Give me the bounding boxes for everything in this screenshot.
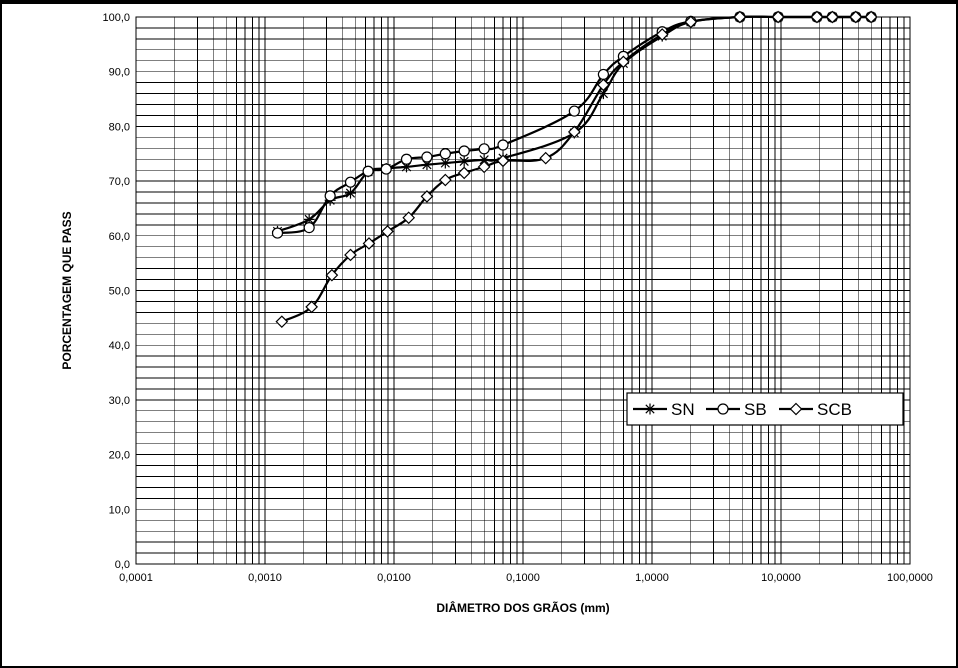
legend-box (626, 392, 904, 426)
y-tick-label: 10,0 (109, 504, 130, 516)
circle-marker (400, 153, 413, 165)
y-tick-label: 90,0 (109, 67, 130, 79)
x-tick-labels: 0,0001 0,0010 0,0100 0,1000 1,0000 10,0000 100… (119, 572, 933, 584)
y-axis-title: PORCENTAGEM QUE PASS (60, 211, 74, 369)
circle-marker (380, 163, 392, 175)
circle-marker (439, 148, 451, 160)
diamond-marker (325, 268, 339, 282)
y-tick-label: 50,0 (109, 286, 130, 298)
y-tick-label: 100,0 (102, 12, 130, 24)
circle-marker (717, 403, 729, 415)
circle-marker (271, 227, 284, 239)
y-tick-label: 80,0 (109, 121, 130, 133)
series-layer (271, 10, 878, 329)
series-line (277, 15, 872, 233)
diamond-marker (597, 78, 610, 92)
legend-label: SB (744, 400, 767, 419)
x-tick-label: 0,0001 (119, 572, 153, 584)
asterisk-marker (439, 157, 451, 169)
diamond-marker (617, 55, 630, 69)
circle-marker (344, 176, 357, 188)
y-tick-label: 30,0 (109, 395, 130, 407)
y-tick-label: 0,0 (115, 559, 130, 571)
grid (135, 16, 911, 565)
legend-item-sb: SB (706, 400, 767, 419)
series-line (277, 15, 872, 235)
legend: SN SB SCB (626, 392, 904, 426)
legend-label: SCB (817, 400, 852, 419)
circle-marker (421, 151, 433, 163)
asterisk-marker (644, 403, 656, 415)
diamond-marker (567, 125, 581, 139)
series-scb (275, 10, 878, 329)
x-tick-label: 0,0010 (248, 572, 282, 584)
y-tick-label: 40,0 (109, 340, 130, 352)
diamond-marker (655, 28, 669, 41)
diamond-marker (275, 315, 289, 329)
diamond-marker (864, 10, 878, 24)
x-tick-label: 0,1000 (506, 572, 540, 584)
circle-marker (303, 221, 315, 234)
diamond-marker (402, 211, 416, 225)
diamond-marker (496, 154, 510, 168)
x-tick-label: 100,0000 (887, 572, 933, 584)
diamond-marker (344, 248, 357, 262)
asterisk-marker (303, 213, 315, 225)
y-tick-label: 20,0 (109, 450, 130, 462)
x-tick-label: 1,0000 (635, 572, 669, 584)
diamond-marker (684, 15, 698, 29)
circle-marker (597, 68, 609, 81)
legend-item-sn: SN (633, 400, 695, 419)
diamond-marker (362, 237, 376, 250)
diamond-marker (457, 166, 471, 180)
circle-marker (497, 139, 509, 151)
diamond-marker (539, 151, 553, 165)
y-tick-label: 60,0 (109, 231, 130, 243)
diamond-marker (477, 160, 491, 174)
x-axis-title: DIÂMETRO DOS GRÃOS (mm) (436, 600, 609, 615)
y-tick-labels: 0,0 10,0 20,0 30,0 40,0 50,0 60,0 70,0 80,0 90,0 1… (102, 12, 130, 571)
asterisk-marker (478, 154, 490, 166)
asterisk-marker (458, 155, 470, 167)
circle-marker (478, 143, 490, 155)
diamond-marker (733, 10, 747, 24)
asterisk-marker (401, 161, 413, 173)
x-tick-label: 10,0000 (761, 572, 801, 584)
legend-item-scb: SCB (779, 400, 852, 419)
diamond-marker (381, 225, 394, 238)
asterisk-marker (597, 88, 609, 100)
asterisk-marker (344, 187, 356, 199)
diamond-marker (810, 10, 824, 24)
series-sb (271, 11, 877, 239)
circle-marker (362, 165, 374, 177)
diamond-marker (825, 10, 839, 24)
diamond-marker (789, 402, 803, 416)
diamond-marker (305, 300, 319, 314)
diamond-marker (420, 190, 434, 203)
circle-marker (458, 145, 470, 157)
circle-marker (324, 190, 336, 202)
diamond-marker (438, 173, 452, 187)
circle-marker (568, 105, 580, 117)
asterisk-marker (421, 159, 433, 171)
plot-border (135, 16, 911, 565)
legend-label: SN (671, 400, 695, 419)
diamond-marker (771, 10, 785, 24)
diamond-marker (849, 10, 863, 24)
y-tick-label: 70,0 (109, 176, 130, 188)
x-tick-label: 0,0100 (377, 572, 411, 584)
